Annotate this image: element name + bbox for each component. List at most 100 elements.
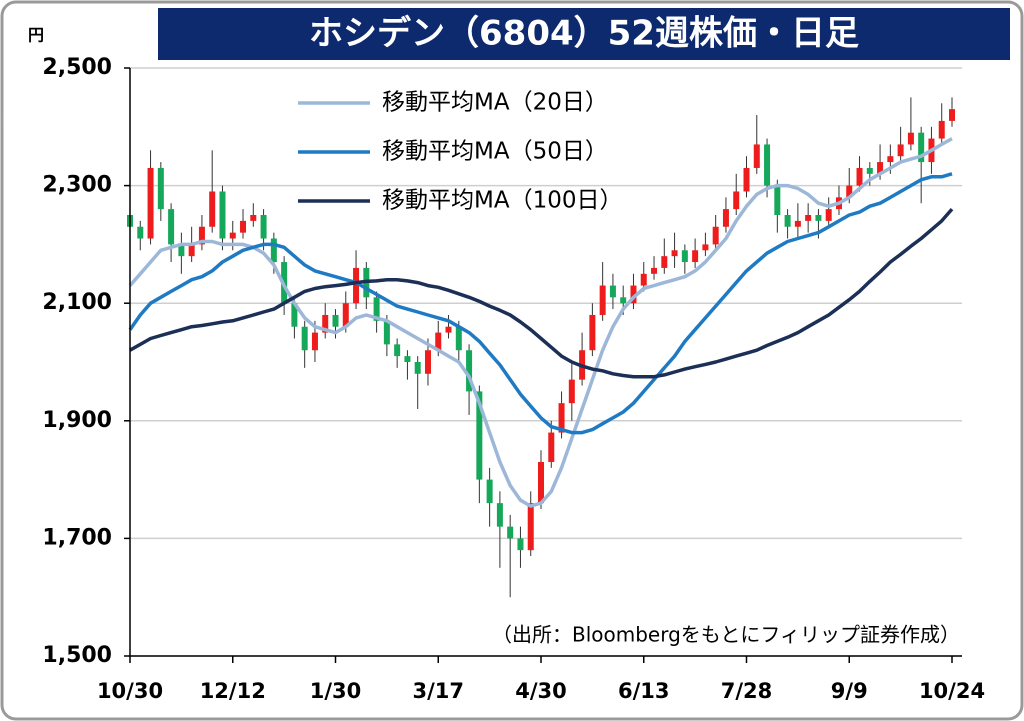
candle-body bbox=[301, 326, 308, 351]
ma-line bbox=[128, 172, 953, 435]
x-tick-label: 10/24 bbox=[919, 679, 985, 703]
x-tick-label: 4/30 bbox=[515, 679, 567, 703]
candle-body bbox=[846, 185, 853, 198]
candle-body bbox=[712, 226, 719, 245]
x-tick-label: 1/30 bbox=[310, 679, 362, 703]
candle-body bbox=[455, 326, 462, 351]
candle-body bbox=[291, 303, 298, 327]
candle-body bbox=[887, 156, 894, 163]
ma-line bbox=[128, 137, 953, 508]
candle-body bbox=[907, 132, 914, 145]
candle-body bbox=[753, 144, 760, 168]
candle-body bbox=[949, 109, 955, 121]
candle-body bbox=[825, 209, 832, 221]
y-tick-label: 2,100 bbox=[42, 290, 112, 315]
candle-body bbox=[147, 167, 154, 239]
candle-body bbox=[260, 215, 267, 239]
x-tick-label: 12/12 bbox=[200, 679, 266, 703]
candle-body bbox=[938, 120, 945, 139]
candle-body bbox=[209, 191, 216, 227]
candle-body bbox=[681, 250, 688, 263]
y-tick-label: 2,300 bbox=[42, 173, 112, 198]
candle-body bbox=[692, 250, 699, 263]
axes: 1,500 1,700 1,900 2,100 2,300 2,500 10/30 12/12… bbox=[42, 55, 985, 703]
candle-body bbox=[157, 167, 164, 210]
candle-body bbox=[897, 144, 904, 157]
y-tick-label: 2,500 bbox=[42, 55, 112, 80]
candle-body bbox=[568, 379, 575, 404]
y-tick-label: 1,500 bbox=[42, 643, 112, 668]
candle-body bbox=[805, 215, 812, 221]
candle-body bbox=[743, 167, 750, 192]
candle-body bbox=[856, 167, 863, 186]
chart-title: ホシデン（6804）52週株価・日足 bbox=[309, 14, 859, 54]
ma-line bbox=[129, 207, 954, 379]
candle-body bbox=[322, 314, 329, 333]
candle-body bbox=[311, 332, 318, 351]
candle-body bbox=[764, 144, 771, 186]
candle-body bbox=[342, 303, 349, 327]
candle-body bbox=[774, 185, 781, 215]
candle-body bbox=[229, 232, 236, 239]
candle-body bbox=[466, 350, 473, 392]
candle-body bbox=[918, 132, 925, 163]
candle-body bbox=[620, 297, 627, 304]
x-tick-label: 9/9 bbox=[831, 679, 868, 703]
x-tick-label: 10/30 bbox=[97, 679, 163, 703]
candle-body bbox=[661, 256, 668, 268]
candle-body bbox=[702, 244, 709, 251]
candle-body bbox=[630, 285, 637, 304]
candle-body bbox=[794, 220, 801, 227]
candle-body bbox=[198, 226, 205, 245]
y-tick-label: 1,700 bbox=[42, 525, 112, 550]
candle-body bbox=[507, 526, 514, 539]
legend-label: 移動平均MA（100日） bbox=[382, 188, 622, 214]
candle-body bbox=[599, 285, 606, 315]
candle-body bbox=[240, 220, 247, 233]
candle-body bbox=[866, 167, 873, 174]
candle-body bbox=[722, 209, 729, 227]
x-tick-label: 7/28 bbox=[721, 679, 773, 703]
candle-body bbox=[332, 314, 339, 327]
candle-body bbox=[394, 344, 401, 357]
source-note: （出所：Bloombergをもとにフィリップ証券作成） bbox=[492, 623, 960, 647]
candle-body bbox=[435, 332, 442, 351]
candle-body bbox=[558, 403, 565, 433]
candle-body bbox=[548, 432, 555, 462]
candle-body bbox=[188, 244, 195, 257]
y-tick-label: 1,900 bbox=[42, 408, 112, 433]
candle-body bbox=[651, 267, 658, 274]
candle-body bbox=[270, 238, 277, 263]
candle-body bbox=[589, 314, 596, 351]
candle-body bbox=[538, 461, 544, 504]
candle-body bbox=[496, 503, 503, 527]
candle-body bbox=[445, 326, 452, 333]
candle-body bbox=[137, 226, 144, 239]
candle-body bbox=[517, 538, 524, 551]
candle-body bbox=[383, 320, 390, 345]
candle-body bbox=[178, 244, 185, 257]
title-box bbox=[158, 8, 1010, 60]
candle-body bbox=[424, 350, 431, 374]
candle-body bbox=[784, 215, 791, 227]
candle-body bbox=[877, 162, 884, 174]
candle-body bbox=[815, 215, 822, 221]
candle-body bbox=[353, 267, 360, 304]
candle-body bbox=[414, 362, 421, 374]
x-tick-label: 6/13 bbox=[618, 679, 670, 703]
legend-label: 移動平均MA（20日） bbox=[382, 90, 608, 116]
candle-body bbox=[733, 191, 740, 210]
candle-body bbox=[219, 191, 226, 239]
candle-body bbox=[671, 250, 678, 257]
candle-body bbox=[373, 297, 380, 321]
legend-label: 移動平均MA（50日） bbox=[382, 139, 608, 165]
x-tick-label: 3/17 bbox=[412, 679, 464, 703]
candle-body bbox=[609, 285, 616, 298]
y-unit: 円 bbox=[28, 26, 44, 45]
candle-body bbox=[250, 215, 257, 221]
candle-body bbox=[476, 391, 483, 480]
candle-body bbox=[640, 273, 647, 286]
candle-body bbox=[486, 479, 493, 504]
candle-body bbox=[527, 503, 534, 551]
